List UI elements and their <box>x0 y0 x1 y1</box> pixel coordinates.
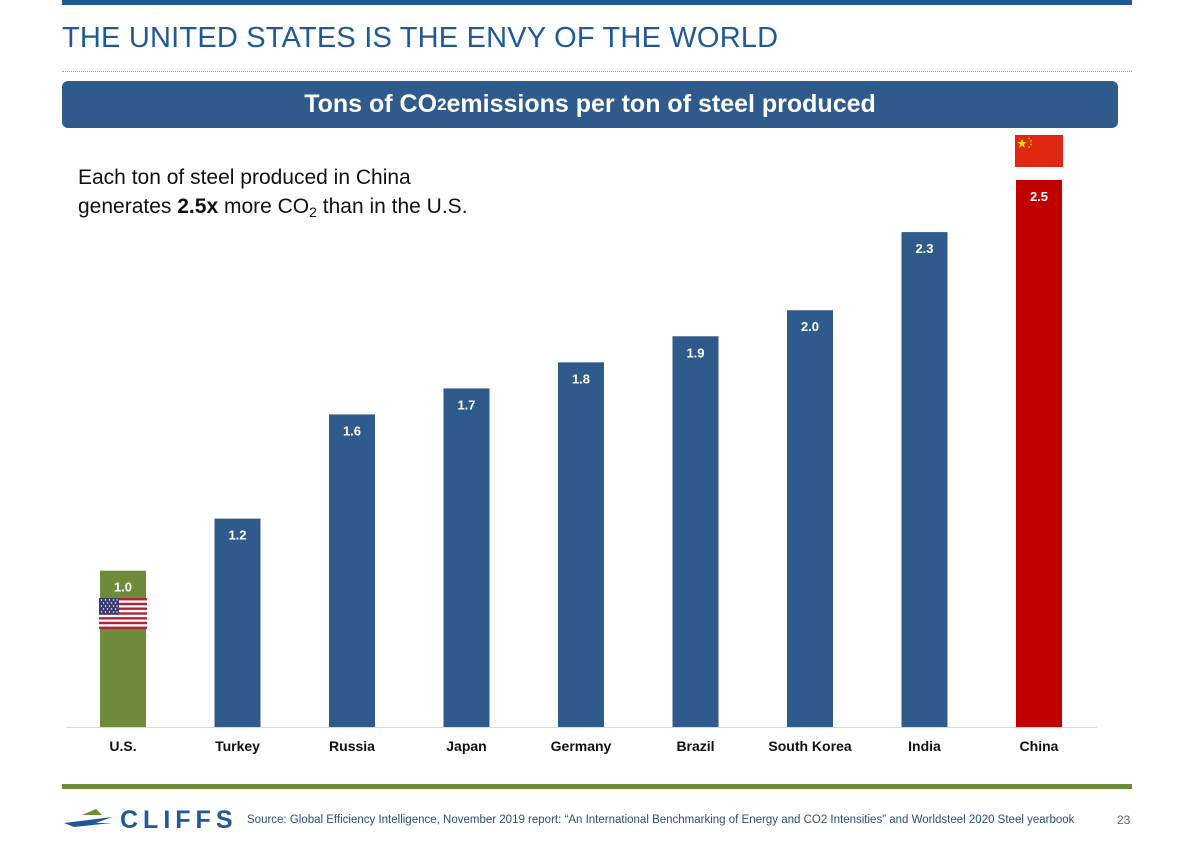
top-accent-bar <box>62 0 1132 5</box>
page-number: 23 <box>1117 813 1131 827</box>
callout-pre: generates <box>78 195 178 218</box>
banner-subscript: 2 <box>437 94 447 114</box>
callout-subscript: 2 <box>309 204 317 220</box>
bar-south-korea <box>787 310 833 727</box>
callout-mid: more CO <box>218 195 310 218</box>
bar-brazil <box>672 336 719 727</box>
callout-line-2: generates 2.5x more CO2 than in the U.S. <box>78 192 468 227</box>
data-label: 2.0 <box>801 319 819 334</box>
x-tick-label: Brazil <box>676 738 714 754</box>
x-tick-label: Germany <box>551 738 612 754</box>
us-flag-icon <box>99 598 147 629</box>
x-tick-label: Turkey <box>215 738 260 754</box>
source-note: Source: Global Efficiency Intelligence, … <box>247 814 1075 826</box>
data-label: 1.7 <box>457 397 475 412</box>
x-tick-label: Russia <box>329 738 375 754</box>
cliffs-logo: CLIFFS <box>62 800 238 840</box>
bar-india <box>901 232 948 727</box>
footer-divider <box>62 784 1132 789</box>
bar-u-s <box>100 570 146 727</box>
x-tick-label: India <box>908 738 941 754</box>
x-tick-label: Japan <box>446 738 486 754</box>
cliffs-logo-icon <box>64 809 112 827</box>
bar-china <box>1016 180 1062 727</box>
callout-line-1: Each ton of steel produced in China <box>78 166 411 189</box>
data-label: 1.9 <box>686 345 704 360</box>
bar-germany <box>558 362 604 727</box>
banner-text-post: emissions per ton of steel produced <box>446 90 876 118</box>
x-tick-label: South Korea <box>768 738 851 754</box>
bar-japan <box>443 388 490 727</box>
callout-bold: 2.5x <box>177 195 219 218</box>
x-tick-label: China <box>1020 738 1059 754</box>
data-label: 1.2 <box>228 528 246 543</box>
logo-text: CLIFFS <box>120 805 238 834</box>
data-label: 1.8 <box>572 371 590 386</box>
bar-turkey <box>214 518 261 727</box>
callout-text: Each ton of steel produced in China gene… <box>78 163 468 227</box>
chart-banner: Tons of CO 2 emissions per ton of steel p… <box>62 81 1118 128</box>
page-title: THE UNITED STATES IS THE ENVY OF THE WOR… <box>62 22 779 54</box>
bar-russia <box>329 414 375 727</box>
title-divider <box>62 71 1132 72</box>
banner-text-pre: Tons of CO <box>304 90 438 118</box>
data-label: 1.0 <box>114 580 132 595</box>
data-label: 2.3 <box>915 241 933 256</box>
china-flag-icon <box>1015 135 1063 167</box>
callout-post: than in the U.S. <box>316 195 468 218</box>
x-tick-label: U.S. <box>109 738 136 754</box>
data-label: 2.5 <box>1030 189 1048 204</box>
data-label: 1.6 <box>343 423 361 438</box>
